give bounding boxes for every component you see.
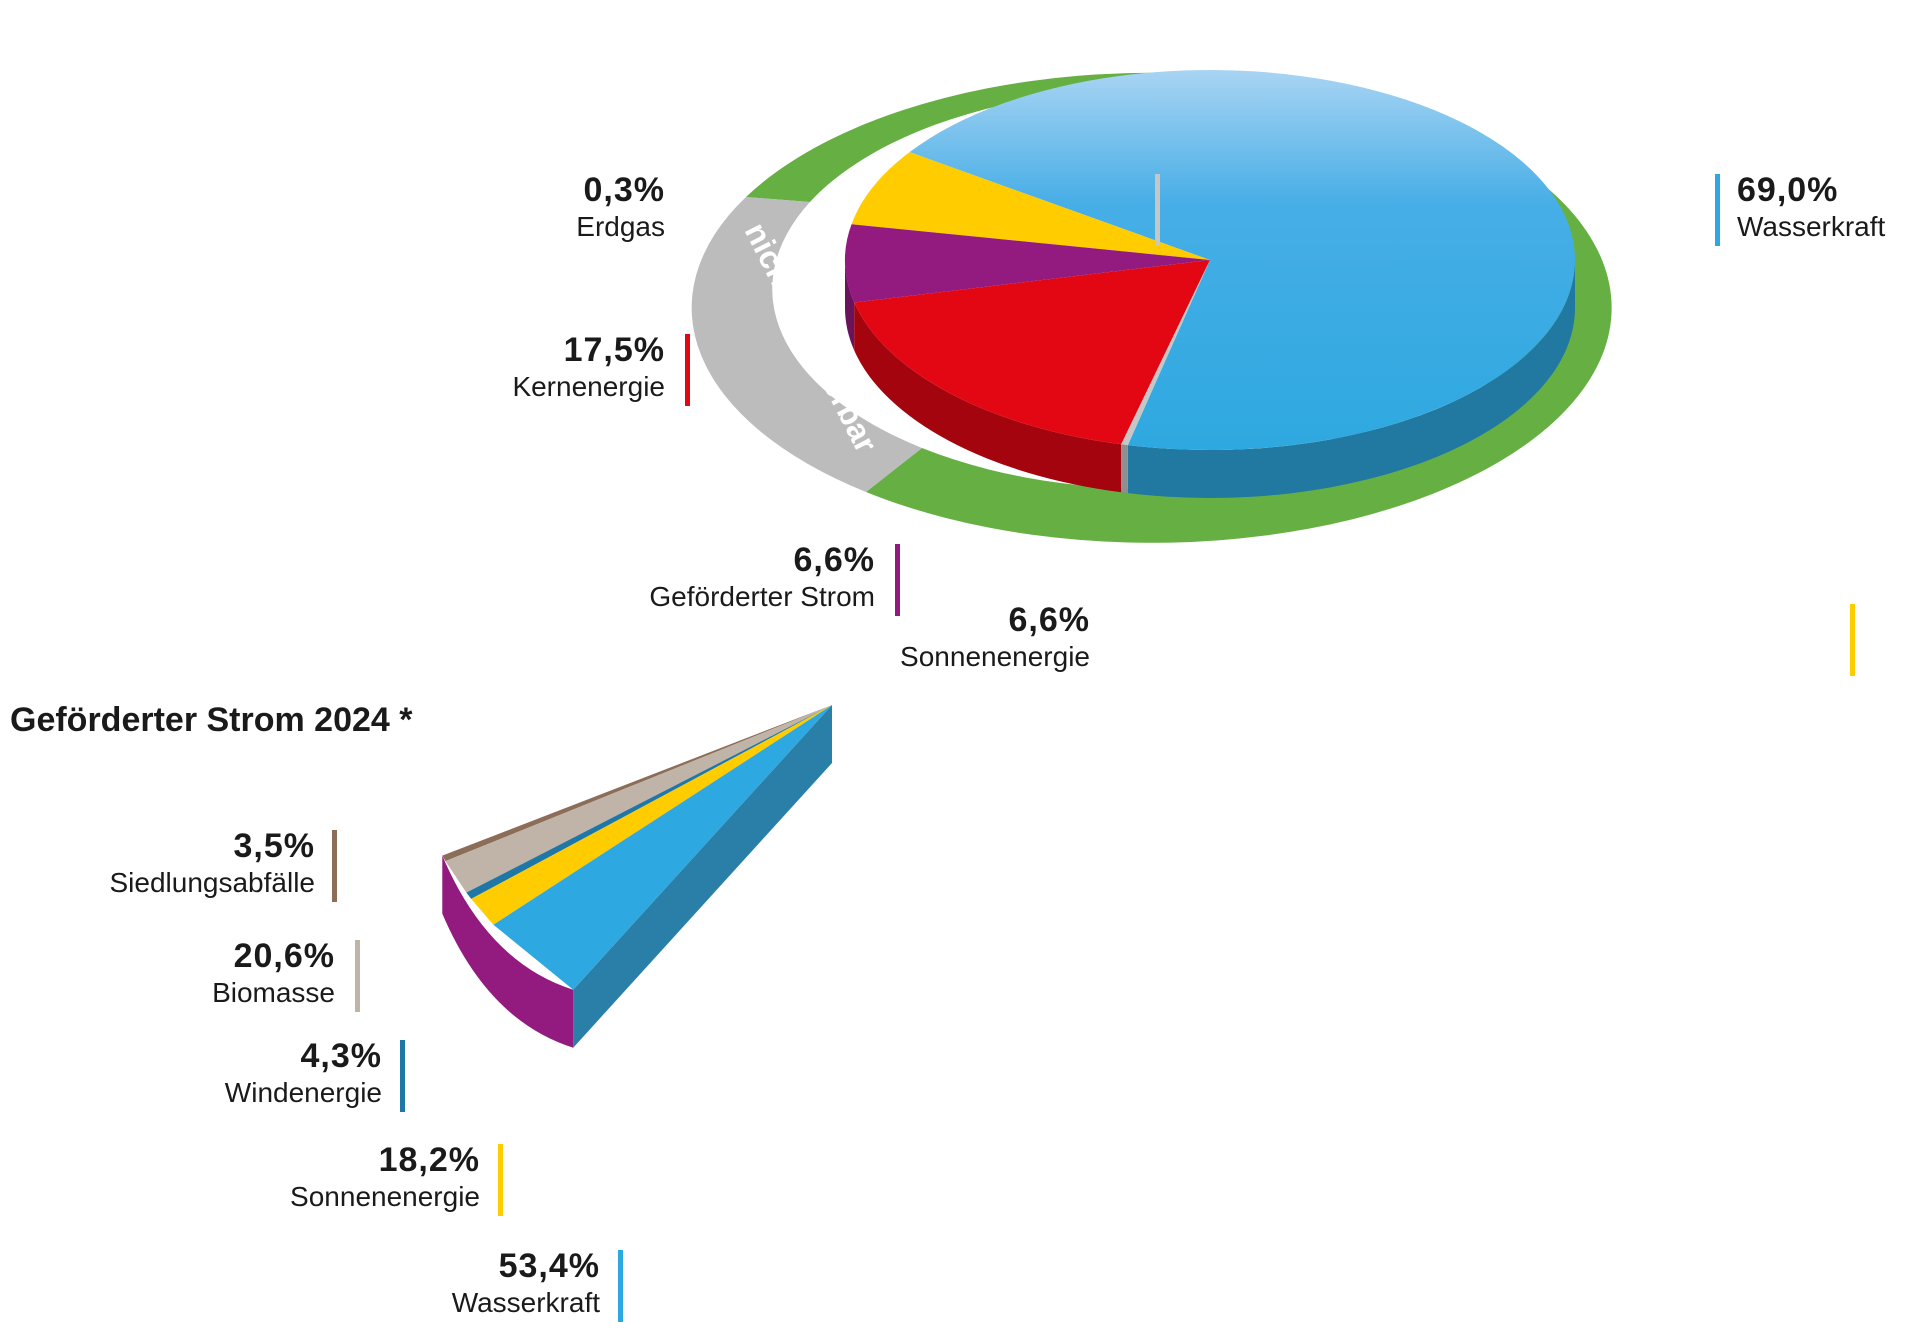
name-biomasse: Biomasse: [212, 977, 335, 1008]
name-kernenergie: Kernenergie: [512, 371, 665, 402]
value-windenergie: 4,3%: [300, 1037, 382, 1075]
label-sonnenenergie: 6,6% Sonnenenergie: [830, 600, 1855, 676]
sub-slice-sonnenenergie: [471, 705, 832, 925]
slice-side-4: [1121, 444, 1128, 494]
sub-side-wall: [573, 705, 832, 1048]
name-sonnenenergie-sub: Sonnenenergie: [290, 1181, 480, 1212]
legend-bar-sonnenenergie-sub: [498, 1144, 503, 1216]
label-windenergie: 4,3% Windenergie: [150, 1036, 405, 1112]
label-siedlungsabfaelle: 3,5% Siedlungsabfälle: [60, 826, 337, 902]
value-erdgas: 0,3%: [583, 171, 665, 209]
label-erdgas: 0,3% Erdgas: [470, 170, 1160, 246]
sub-slice-wasserkraft: [493, 705, 832, 990]
name-siedlungsabfaelle: Siedlungsabfälle: [109, 867, 316, 898]
legend-bar-biomasse: [355, 940, 360, 1012]
legend-bar-kernenergie: [685, 334, 690, 406]
label-kernenergie: 17,5% Kernenergie: [440, 330, 690, 406]
slice-side-2: [845, 260, 855, 351]
sub-chart-title: Geförderter Strom 2024 *: [10, 701, 413, 739]
slice-erdgas: [1121, 260, 1210, 446]
value-wasserkraft-sub: 53,4%: [498, 1247, 600, 1285]
ring-non-renewable: [691, 197, 922, 492]
sub-slice-siedlungsabf-lle: [442, 705, 832, 862]
name-erdgas: Erdgas: [576, 211, 665, 242]
label-wasserkraft-sub: 53,4% Wasserkraft: [400, 1246, 623, 1322]
name-wasserkraft-sub: Wasserkraft: [451, 1287, 600, 1318]
value-sonnenenergie-sub: 18,2%: [378, 1141, 480, 1179]
value-biomasse: 20,6%: [233, 937, 335, 975]
name-sonnenenergie: Sonnenenergie: [900, 641, 1090, 672]
legend-bar-siedlungsabfaelle: [332, 830, 337, 902]
value-wasserkraft: 69,0%: [1737, 171, 1839, 209]
name-windenergie: Windenergie: [224, 1077, 382, 1108]
value-siedlungsabfaelle: 3,5%: [233, 827, 315, 865]
name-gefoerderter-strom: Geförderter Strom: [649, 581, 875, 612]
legend-bar-sonnenenergie: [1850, 604, 1855, 676]
legend-bar-gefoerderter-strom: [895, 544, 900, 616]
name-wasserkraft: Wasserkraft: [1737, 211, 1886, 242]
slice-wasserkraft: [909, 70, 1575, 451]
value-kernenergie: 17,5%: [563, 331, 665, 369]
legend-bar-wasserkraft: [1715, 174, 1720, 246]
value-sonnenenergie: 6,6%: [1008, 601, 1090, 639]
value-gefoerderter-strom: 6,6%: [793, 541, 875, 579]
slice-side-3: [854, 302, 1122, 493]
sub-front-wall: [442, 855, 574, 1048]
label-sonnenenergie-sub: 18,2% Sonnenenergie: [200, 1140, 503, 1216]
legend-bar-erdgas: [1155, 174, 1160, 246]
label-biomasse: 20,6% Biomasse: [130, 936, 360, 1012]
slice-sonnenenergie: [851, 152, 1210, 260]
sub-slice-windenergie: [466, 705, 832, 899]
sub-pie: [442, 705, 832, 1048]
label-wasserkraft: 69,0% Wasserkraft: [1715, 170, 1920, 246]
sub-slice-biomasse: [445, 705, 832, 893]
legend-bar-wasserkraft-sub: [618, 1250, 623, 1322]
main-pie: [845, 70, 1575, 498]
label-gefoerderter-strom: 6,6% Geförderter Strom: [560, 540, 900, 616]
slice-gef-rderter-strom: [845, 224, 1210, 303]
slice-kernenergie: [854, 260, 1210, 445]
legend-bar-windenergie: [400, 1040, 405, 1112]
slice-side-0: [1127, 260, 1575, 498]
